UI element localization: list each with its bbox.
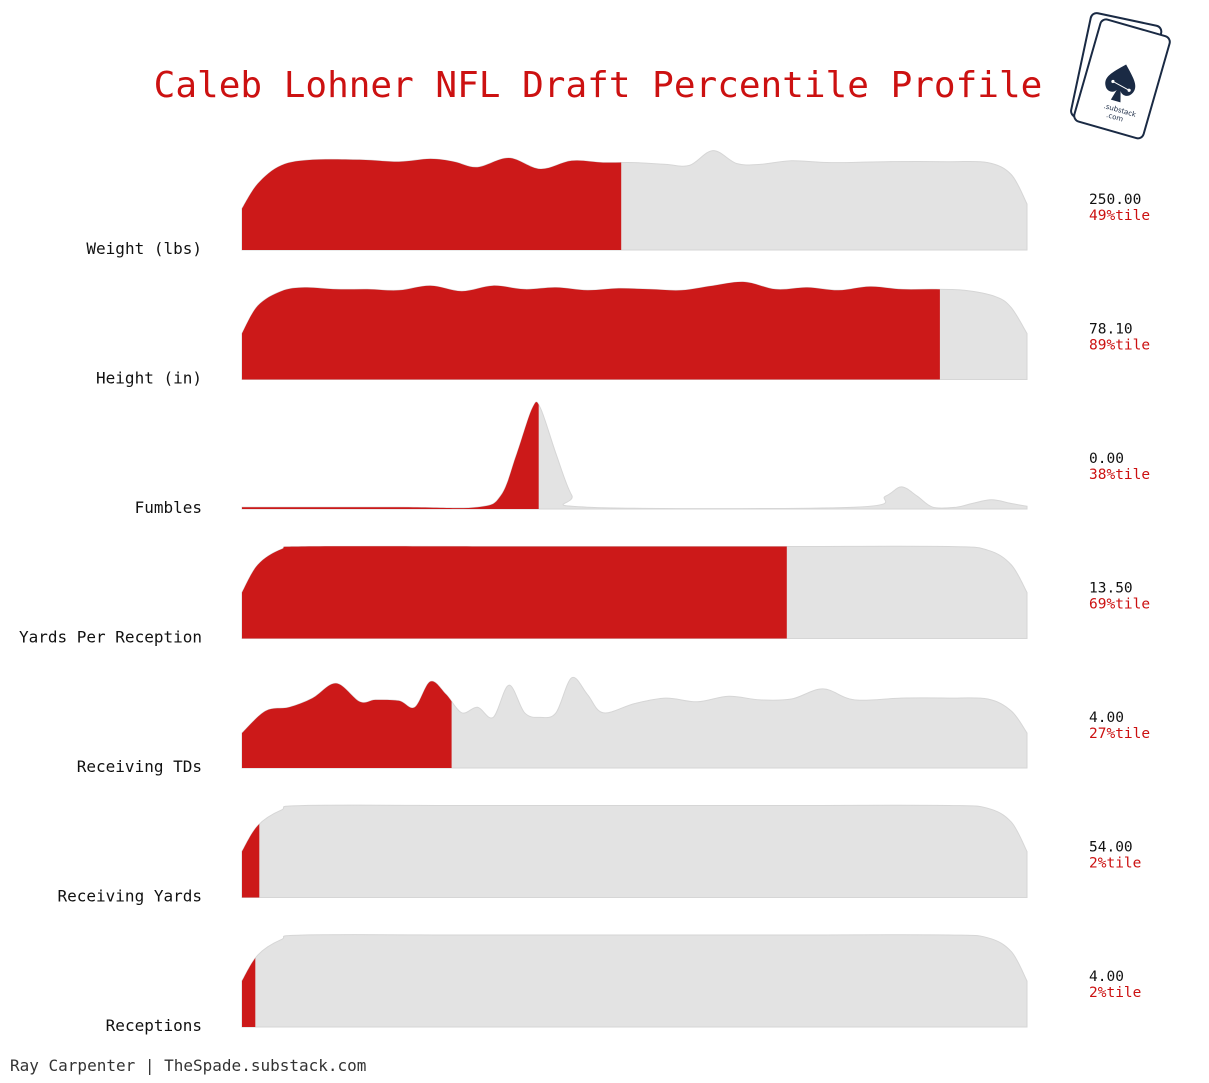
percentile-fill: [242, 546, 787, 639]
row-label: Fumbles: [135, 498, 202, 517]
row-label: Height (in): [96, 369, 202, 388]
footer-credit: Ray Carpenter | TheSpade.substack.com: [10, 1056, 366, 1075]
percentile-label: 38%tile: [1089, 467, 1150, 483]
spade-card-logo: .substack .com: [1070, 12, 1171, 140]
percentile-fill: [242, 958, 256, 1027]
row-label: Yards Per Reception: [19, 628, 202, 647]
row-label: Weight (lbs): [86, 239, 202, 258]
row-label: Receptions: [106, 1016, 202, 1035]
percentile-fill: [242, 824, 260, 898]
percentile-label: 89%tile: [1089, 338, 1150, 354]
value-label: 250.00: [1089, 192, 1141, 208]
row-receiving-yards: Receiving Yards 54.002%tile: [58, 804, 1141, 906]
percentile-fill: [242, 281, 940, 380]
percentile-label: 2%tile: [1089, 985, 1141, 1001]
row-receptions: Receptions 4.002%tile: [106, 934, 1141, 1035]
percentile-label: 27%tile: [1089, 726, 1150, 742]
value-label: 54.00: [1089, 840, 1133, 856]
percentile-label: 69%tile: [1089, 597, 1150, 613]
density-area: [241, 401, 1028, 510]
percentile-fill: [242, 681, 452, 768]
value-label: 78.10: [1089, 322, 1133, 338]
row-label: Receiving Yards: [58, 887, 203, 906]
row-label: Receiving TDs: [77, 757, 202, 776]
value-label: 13.50: [1089, 581, 1133, 597]
percentile-fill: [242, 157, 622, 250]
density-area: [241, 934, 1028, 1028]
value-label: 4.00: [1089, 969, 1124, 985]
value-label: 4.00: [1089, 710, 1124, 726]
density-area: [241, 804, 1028, 898]
chart-title: Caleb Lohner NFL Draft Percentile Profil…: [154, 65, 1043, 106]
percentile-label: 49%tile: [1089, 208, 1150, 224]
percentile-label: 2%tile: [1089, 856, 1141, 872]
value-label: 0.00: [1089, 451, 1124, 467]
percentile-fill: [242, 402, 539, 509]
